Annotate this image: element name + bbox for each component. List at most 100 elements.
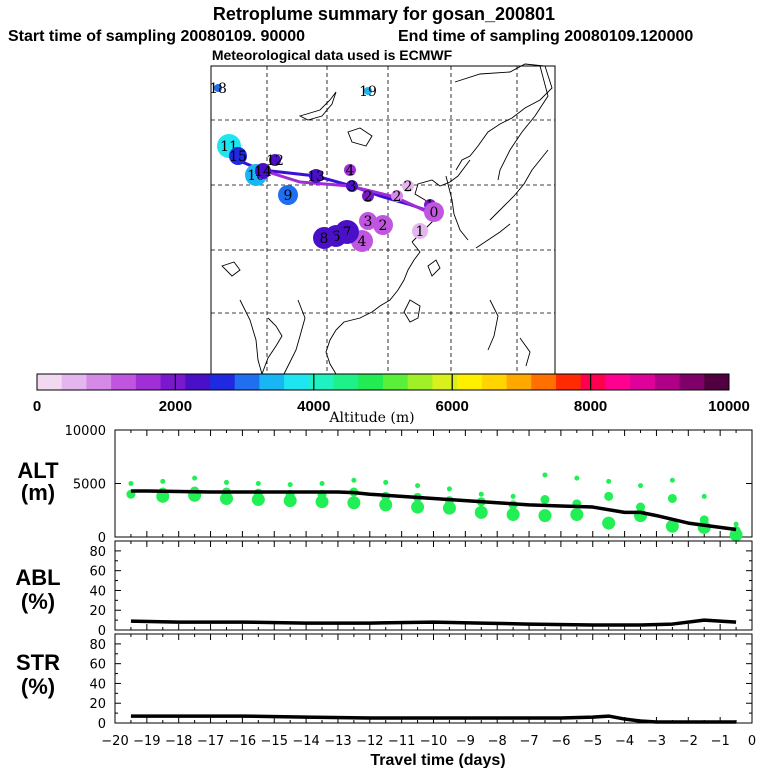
colorbar-segment <box>580 374 606 390</box>
particle-marker <box>128 481 134 486</box>
start-time: Start time of sampling 20080109. 90000 <box>8 28 305 45</box>
y-tick-label: 0 <box>98 531 106 546</box>
particle-marker <box>604 491 614 501</box>
trajectory-day-label: 15 <box>229 149 247 165</box>
panel-unit: (%) <box>21 674 55 699</box>
colorbar-segment <box>407 374 433 390</box>
colorbar-segment <box>234 374 260 390</box>
trajectory-marker <box>424 202 444 222</box>
particle-marker <box>383 479 389 485</box>
x-tick-label: −9 <box>456 734 475 749</box>
x-tick-label: −18 <box>165 734 192 749</box>
colorbar-segment <box>210 374 236 390</box>
x-tick-label: −11 <box>388 734 415 749</box>
colorbar-segment <box>86 374 112 390</box>
particle-marker <box>510 493 516 499</box>
colorbar-segment <box>556 374 582 390</box>
trajectory-day-label: 9 <box>284 188 293 204</box>
trajectory-day-label: 4 <box>346 163 355 179</box>
x-tick-label: −4 <box>615 734 634 749</box>
colorbar-segment <box>506 374 532 390</box>
y-tick-label: 0 <box>98 624 106 639</box>
particle-marker <box>315 495 329 509</box>
colorbar-segment <box>284 374 310 390</box>
particle-marker <box>636 502 646 512</box>
series-line-alt <box>130 489 737 532</box>
particle-marker <box>379 498 393 512</box>
trajectory-marker <box>344 164 356 176</box>
particle-marker <box>729 528 743 542</box>
particle-marker <box>606 478 612 484</box>
colorbar-segment <box>61 374 87 390</box>
colorbar-segment <box>308 374 334 390</box>
colorbar-tick-label: 10000 <box>708 398 750 415</box>
particle-marker <box>733 521 739 527</box>
particle-marker <box>669 477 675 483</box>
colorbar-segment <box>679 374 705 390</box>
x-tick-label: −16 <box>229 734 256 749</box>
series-line-str <box>130 714 737 724</box>
particle-marker <box>192 475 198 481</box>
x-tick-label: 0 <box>748 734 756 749</box>
series-line-abl <box>130 618 737 627</box>
y-tick-label: 60 <box>89 658 106 673</box>
colorbar-segment <box>333 374 359 390</box>
trajectory-marker <box>412 223 428 239</box>
x-tick-label: −2 <box>679 734 698 749</box>
x-tick-label: −12 <box>356 734 383 749</box>
panel-unit: (%) <box>21 589 55 614</box>
panel-unit: (m) <box>21 480 55 505</box>
trajectory-day-label: 18 <box>209 81 227 97</box>
figure-title: Retroplume summary for gosan_200801 <box>213 4 555 24</box>
particle-marker <box>574 475 580 481</box>
x-tick-label: −14 <box>292 734 319 749</box>
colorbar-label: Altitude (m) <box>328 410 414 426</box>
y-tick-label: 20 <box>89 604 106 619</box>
trajectory-marker <box>402 180 414 192</box>
trajectory-day-label: 13 <box>307 169 325 185</box>
x-tick-label: −1 <box>711 734 730 749</box>
y-tick-label: 40 <box>89 677 106 692</box>
colorbar-segment <box>605 374 631 390</box>
colorbar-segment <box>185 374 211 390</box>
y-tick-label: 5000 <box>73 478 106 493</box>
particle-marker <box>701 493 707 499</box>
y-tick-label: 60 <box>89 565 106 580</box>
x-tick-label: −19 <box>133 734 160 749</box>
x-tick-label: −10 <box>420 734 447 749</box>
particle-marker <box>251 493 265 507</box>
trajectory-day-label: 7 <box>343 225 352 241</box>
panel-frame <box>114 540 753 631</box>
particle-marker <box>160 478 166 484</box>
particle-marker <box>474 505 488 519</box>
panel-alt: ALT(m) 10000 5000 0 <box>17 424 753 546</box>
y-tick-label: 40 <box>89 584 106 599</box>
trajectory-marker <box>269 154 281 166</box>
x-tick-label: −6 <box>551 734 570 749</box>
colorbar-segment <box>383 374 409 390</box>
panel-label: ABL <box>15 565 60 590</box>
trajectory-marker <box>359 212 377 230</box>
particle-marker <box>602 516 616 530</box>
y-tick-label: 80 <box>89 545 106 560</box>
trajectory-marker <box>255 163 271 179</box>
colorbar-segment <box>37 374 63 390</box>
particle-marker <box>506 508 520 522</box>
particle-marker <box>665 519 679 533</box>
particle-marker <box>542 472 548 478</box>
panel-frame <box>114 633 753 724</box>
particle-marker <box>538 509 552 523</box>
trajectory-marker <box>391 190 403 202</box>
altitude-colorbar: 0 2000 4000 6000 8000 10000 <box>33 373 750 415</box>
x-tick-label: −8 <box>488 734 507 749</box>
x-tick-label: −13 <box>324 734 351 749</box>
trajectory-map: 1819111512101413934222110324768 <box>209 63 556 375</box>
trajectory-day-label: 8 <box>320 231 329 247</box>
trajectory-day-label: 1 <box>416 224 425 240</box>
trajectory-marker <box>373 215 393 235</box>
coastlines <box>221 63 553 375</box>
trajectory-day-label: 3 <box>348 179 357 195</box>
colorbar-segment <box>259 374 285 390</box>
trajectory-day-label: 12 <box>266 153 284 169</box>
colorbar-segment <box>457 374 483 390</box>
